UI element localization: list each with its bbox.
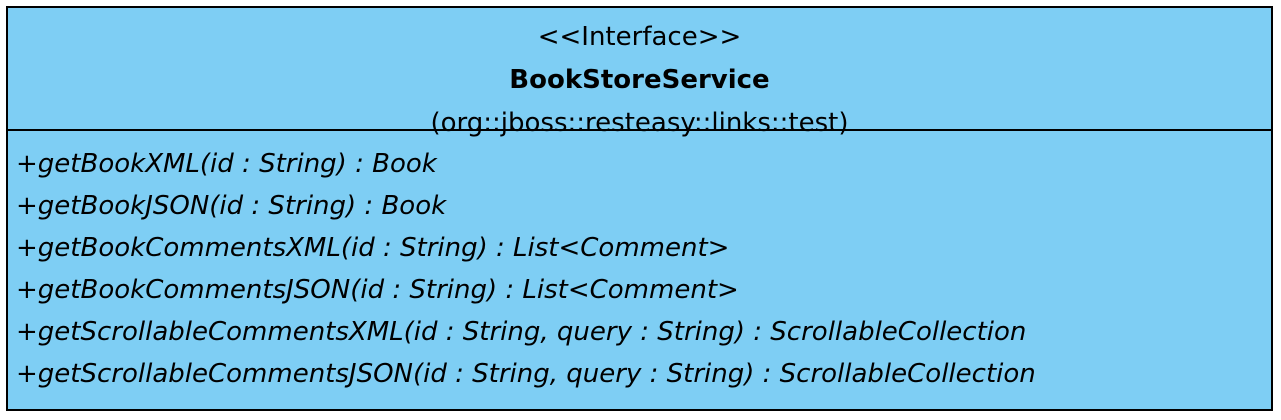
operation-item: +getScrollableCommentsXML(id : String, q…	[16, 317, 1027, 347]
operation-item: +getBookXML(id : String) : Book	[16, 149, 437, 179]
operation-item: +getBookCommentsJSON(id : String) : List…	[16, 275, 739, 305]
operations-compartment: +getBookXML(id : String) : Book +getBook…	[8, 131, 1271, 409]
uml-interface-box: <<Interface>> BookStoreService (org::jbo…	[6, 6, 1273, 411]
operation-item: +getScrollableCommentsJSON(id : String, …	[16, 359, 1036, 389]
operation-item: +getBookCommentsXML(id : String) : List<…	[16, 233, 730, 263]
class-header: <<Interface>> BookStoreService (org::jbo…	[8, 8, 1271, 138]
package-name: (org::jboss::resteasy::links::test)	[430, 108, 849, 138]
operation-item: +getBookJSON(id : String) : Book	[16, 191, 447, 221]
class-name: BookStoreService	[509, 65, 770, 95]
stereotype-label: <<Interface>>	[537, 22, 742, 52]
